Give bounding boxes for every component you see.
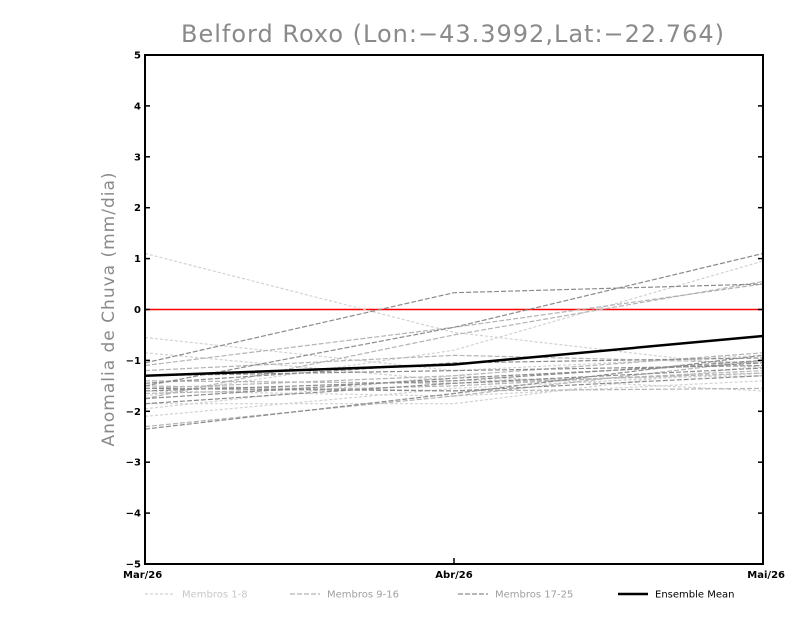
member-line-group2-3 — [144, 280, 764, 400]
y-tick-label: −1 — [126, 356, 141, 367]
member-line-group1-3 — [144, 260, 764, 397]
member-line-group2-4 — [144, 359, 764, 428]
y-tick-label: 5 — [134, 51, 141, 62]
member-line-group2-1 — [144, 283, 764, 367]
member-line-group3-6 — [144, 357, 764, 384]
member-line-group3-9 — [144, 375, 764, 392]
y-tick-label: −5 — [126, 560, 141, 571]
member-line-group3-1 — [144, 283, 764, 364]
y-tick-label: 4 — [134, 101, 141, 112]
legend: Membros 1-8 Membros 9-16 Membros 17-25 Ense… — [145, 590, 734, 601]
member-line-group3-3 — [144, 252, 764, 387]
y-tick-label: 1 — [134, 254, 141, 265]
ensemble-mean-line — [144, 334, 764, 377]
member-line-group1-1 — [144, 252, 764, 369]
x-tick-label: Abr/26 — [435, 570, 472, 581]
legend-label: Membros 9-16 — [327, 590, 399, 601]
x-tick-label: Mai/26 — [747, 570, 785, 581]
y-tick-label: −2 — [126, 407, 141, 418]
y-tick-label: 3 — [134, 152, 141, 163]
legend-label: Ensemble Mean — [655, 590, 734, 601]
legend-label: Membros 17-25 — [495, 590, 573, 601]
plot-area — [144, 252, 764, 430]
member-line-group3-8 — [144, 364, 764, 377]
y-tick-label: 0 — [134, 305, 141, 316]
y-tick-label: −4 — [126, 509, 141, 520]
y-tick-label: −3 — [126, 458, 141, 469]
y-tick-label: 2 — [134, 203, 141, 214]
y-axis-label: Anomalia de Chuva (mm/dia) — [99, 171, 119, 446]
legend-label: Membros 1-8 — [182, 590, 248, 601]
member-line-group1-5 — [144, 372, 764, 417]
chart-title: Belford Roxo (Lon:−43.3992,Lat:−22.764) — [181, 20, 725, 48]
member-line-group2-7 — [144, 352, 764, 389]
member-line-group3-7 — [144, 367, 764, 405]
x-tick-label: Mar/26 — [123, 570, 162, 581]
axis-ticks: −5 −4 −3 −2 −1 0 1 2 3 4 5 Mar/26 Abr/26 Mai/26 — [123, 51, 785, 582]
member-line-group2-8 — [144, 370, 764, 395]
member-line-group3-5 — [144, 362, 764, 400]
